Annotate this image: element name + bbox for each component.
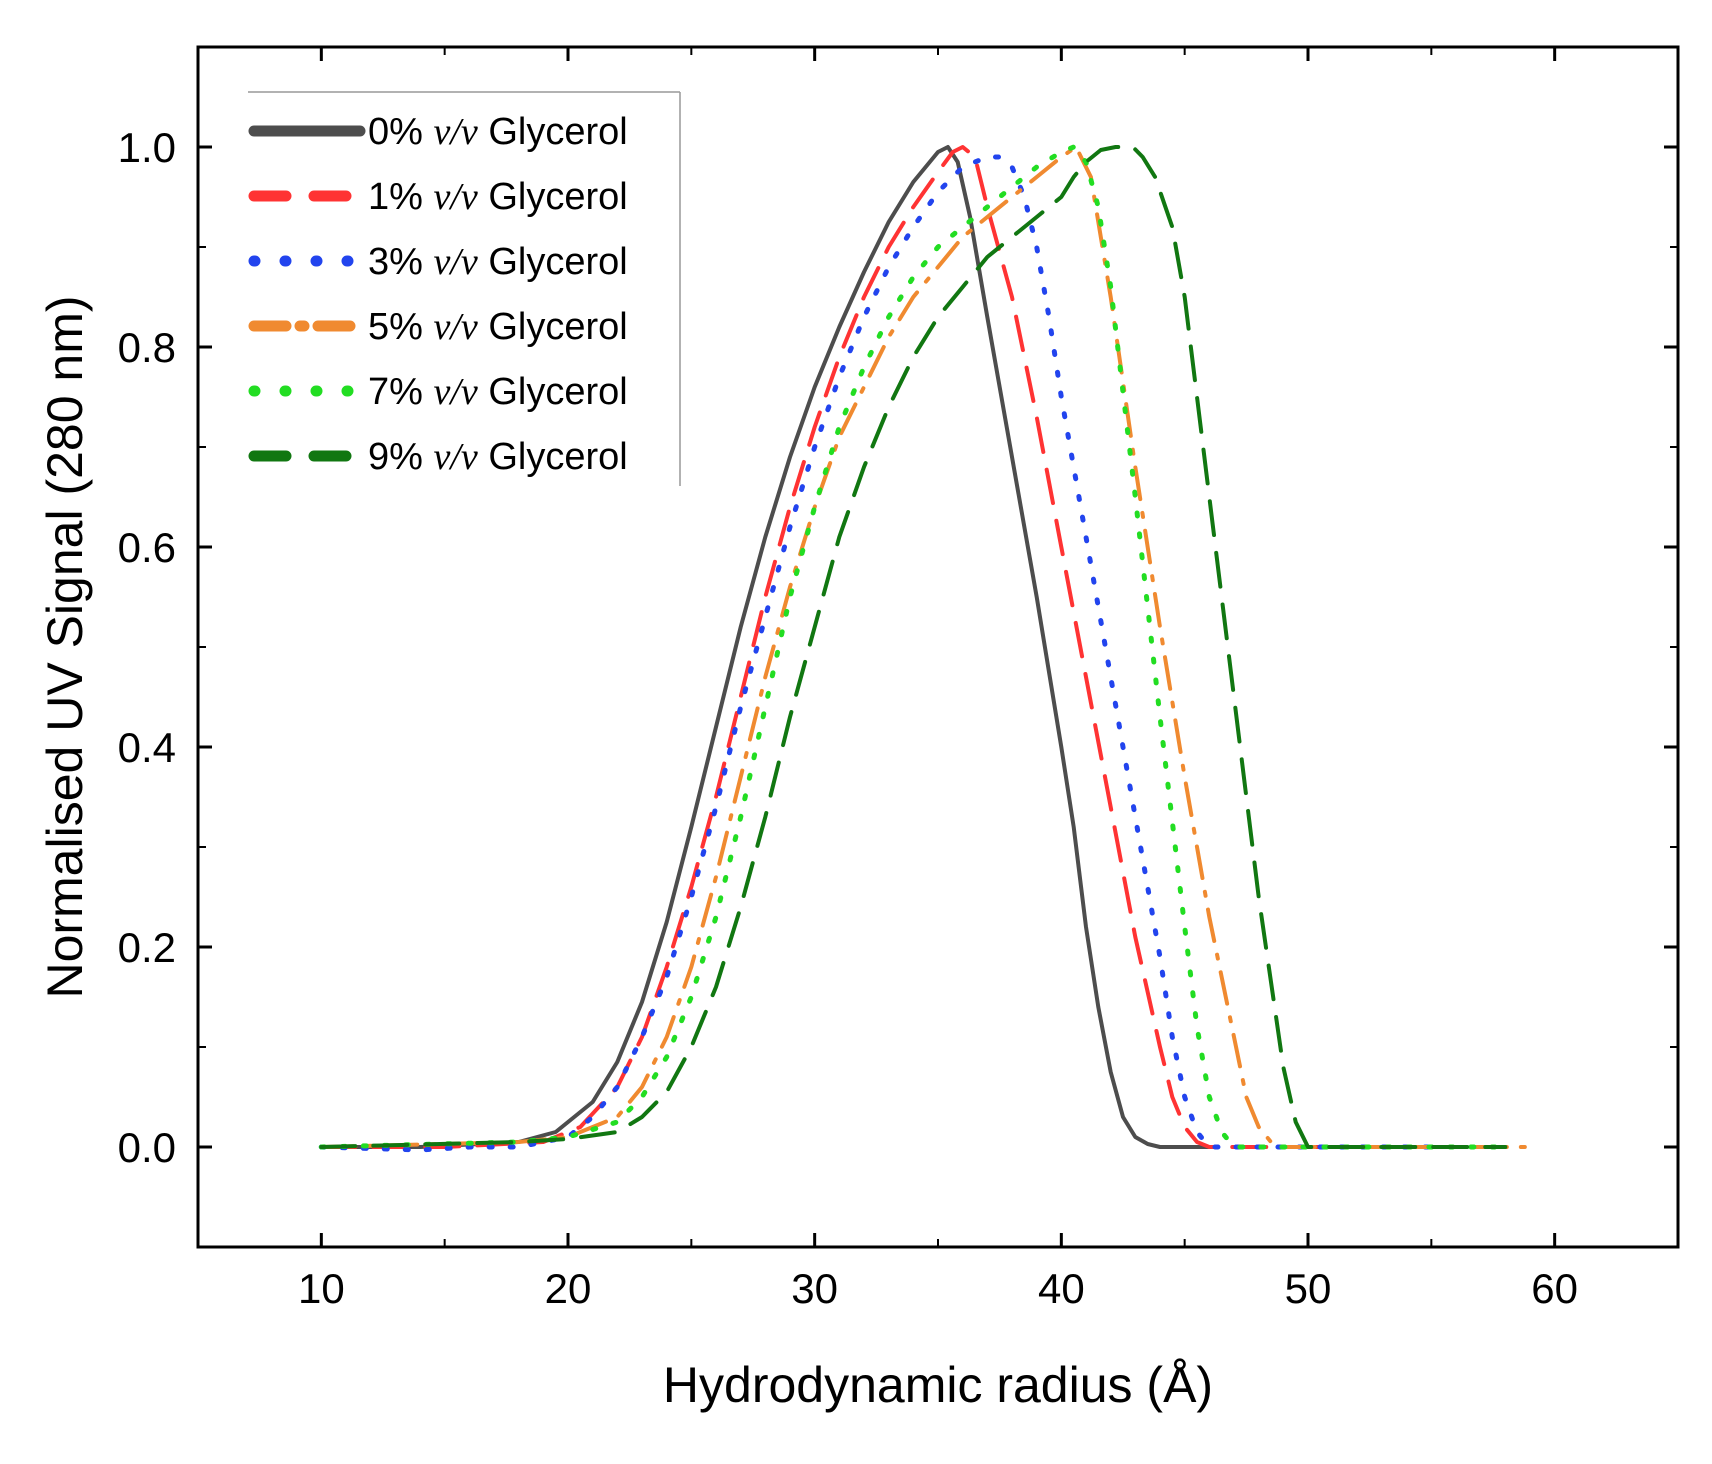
y-tick-label-4: 0.8 [118,324,176,371]
legend-label-unit: v/v [433,241,477,283]
legend-label-unit: v/v [433,176,477,218]
legend-label-suffix: Glycerol [478,306,628,348]
legend-label-4: 7% v/v Glycerol [368,371,628,413]
legend-label-unit: v/v [433,306,477,348]
x-tick-label-5: 60 [1531,1265,1578,1312]
legend-label-percent: 1% [368,176,433,218]
ticks-layer: 10 20 30 40 50 60 0.0 0.2 0.4 0.6 0.8 1.0 [118,47,1678,1312]
y-tick-label-1: 0.2 [118,924,176,971]
series-line-5 [319,145,1508,1149]
y-tick-label-5: 1.0 [118,124,176,171]
legend-label-5: 9% v/v Glycerol [368,436,628,478]
legend-label-suffix: Glycerol [478,241,628,283]
legend-label-percent: 0% [368,111,433,153]
x-axis-title: Hydrodynamic radius (Å) [663,1357,1213,1413]
y-tick-label-2: 0.4 [118,724,176,771]
series-line-0 [319,145,1212,1149]
legend-label-percent: 5% [368,306,433,348]
x-tick-label-3: 40 [1038,1265,1085,1312]
series-line-3 [319,145,1532,1149]
series-line-4 [318,144,1508,1150]
legend-label-percent: 9% [368,436,433,478]
x-tick-label-2: 30 [791,1265,838,1312]
series-line-2 [318,154,1434,1153]
legend-label-suffix: Glycerol [478,176,628,218]
y-tick-label-3: 0.6 [118,524,176,571]
legend-label-unit: v/v [433,111,477,153]
legend-label-3: 5% v/v Glycerol [368,306,628,348]
legend-label-1: 1% v/v Glycerol [368,176,628,218]
legend-label-unit: v/v [433,436,477,478]
legend-label-percent: 3% [368,241,433,283]
plot-frame [196,45,1680,1249]
legend-label-suffix: Glycerol [478,371,628,413]
x-tick-label-1: 20 [545,1265,592,1312]
y-tick-label-0: 0.0 [118,1124,176,1171]
x-tick-label-4: 50 [1285,1265,1332,1312]
legend-label-unit: v/v [433,371,477,413]
legend-label-suffix: Glycerol [478,436,628,478]
x-tick-label-0: 10 [298,1265,345,1312]
legend-label-suffix: Glycerol [478,111,628,153]
y-axis-title: Normalised UV Signal (280 nm) [37,295,93,998]
series-line-1 [319,145,1434,1149]
legend-label-percent: 7% [368,371,433,413]
legend-label-2: 3% v/v Glycerol [368,241,628,283]
series-layer [318,144,1532,1153]
legend-label-0: 0% v/v Glycerol [368,111,628,153]
